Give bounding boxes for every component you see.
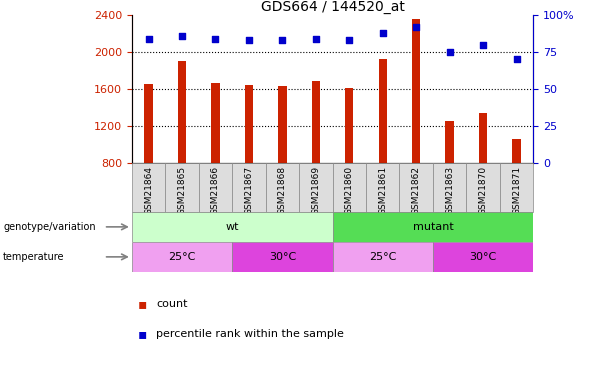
Text: GSM21866: GSM21866 [211,166,220,214]
Text: count: count [156,299,188,309]
Text: 30°C: 30°C [268,252,296,262]
FancyBboxPatch shape [433,242,533,272]
Point [445,49,455,55]
Text: ▪: ▪ [138,327,147,341]
Text: GSM21862: GSM21862 [412,166,421,214]
Text: GSM21867: GSM21867 [245,166,253,214]
Point [478,42,488,48]
Bar [412,19,421,163]
Text: GSM21863: GSM21863 [445,166,454,214]
FancyBboxPatch shape [166,163,199,212]
Text: GSM21870: GSM21870 [479,166,487,214]
FancyBboxPatch shape [500,163,533,212]
Bar [446,120,454,163]
Bar [211,82,219,163]
Point [244,37,254,43]
FancyBboxPatch shape [132,242,232,272]
FancyBboxPatch shape [132,212,332,242]
Title: GDS664 / 144520_at: GDS664 / 144520_at [261,0,405,14]
Text: genotype/variation: genotype/variation [3,222,96,232]
FancyBboxPatch shape [466,163,500,212]
Text: 25°C: 25°C [169,252,196,262]
Point [311,36,321,42]
FancyBboxPatch shape [400,163,433,212]
Text: GSM21860: GSM21860 [345,166,354,214]
FancyBboxPatch shape [332,212,533,242]
Text: ▪: ▪ [138,297,147,311]
Bar [512,139,521,163]
Text: GSM21864: GSM21864 [144,166,153,214]
Point [512,56,522,62]
Text: mutant: mutant [413,222,453,232]
FancyBboxPatch shape [332,242,433,272]
Bar [311,81,320,163]
Bar [144,84,153,163]
FancyBboxPatch shape [299,163,333,212]
Bar [379,58,387,163]
FancyBboxPatch shape [433,163,466,212]
Point [345,37,354,43]
Bar [479,113,487,163]
Text: temperature: temperature [3,252,64,262]
Point [143,36,153,42]
FancyBboxPatch shape [265,163,299,212]
Text: GSM21865: GSM21865 [178,166,186,214]
Bar [245,85,253,163]
Point [411,24,421,30]
Bar [278,86,286,163]
FancyBboxPatch shape [333,163,366,212]
Text: GSM21871: GSM21871 [512,166,521,214]
Text: GSM21868: GSM21868 [278,166,287,214]
Text: wt: wt [226,222,239,232]
Text: percentile rank within the sample: percentile rank within the sample [156,329,344,339]
Bar [178,61,186,163]
FancyBboxPatch shape [232,163,265,212]
FancyBboxPatch shape [232,242,332,272]
Text: 25°C: 25°C [369,252,397,262]
FancyBboxPatch shape [199,163,232,212]
Point [177,33,187,39]
Point [278,37,287,43]
Point [210,36,220,42]
Text: 30°C: 30°C [470,252,497,262]
FancyBboxPatch shape [366,163,400,212]
Point [378,30,387,36]
FancyBboxPatch shape [132,163,166,212]
Text: GSM21861: GSM21861 [378,166,387,214]
Bar [345,88,354,163]
Text: GSM21869: GSM21869 [311,166,321,214]
